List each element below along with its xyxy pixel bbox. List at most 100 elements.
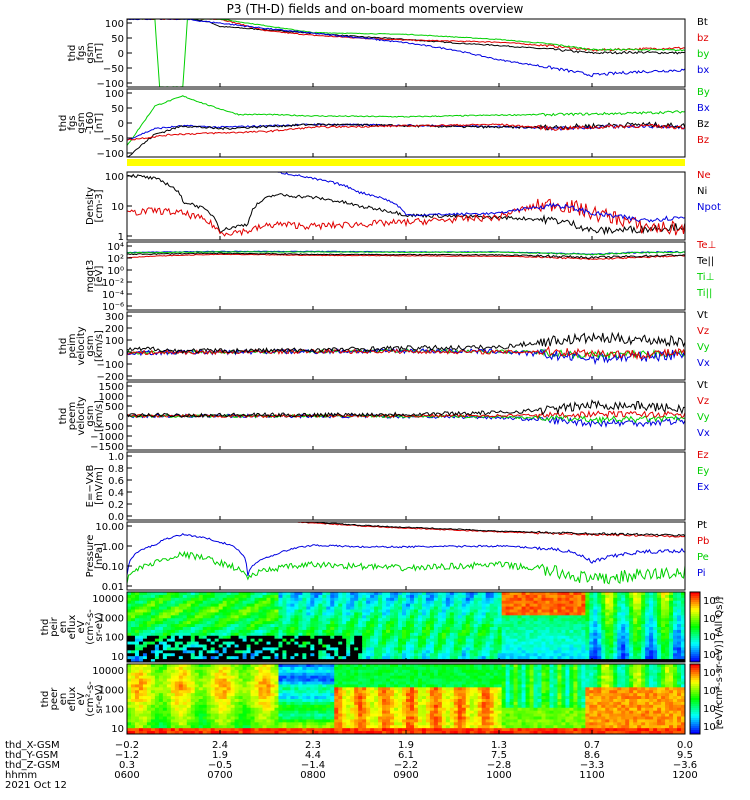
spectrogram-cell [166,713,172,717]
spectrogram-cell [158,594,164,599]
spectrogram-cell [433,632,439,637]
spectrogram-cell [278,606,283,610]
spectrogram-cell [286,707,291,712]
spectrogram-cell [517,600,523,605]
spectrogram-cell [178,621,184,625]
spectrogram-cell [294,621,299,625]
spectrogram-cell [134,684,140,688]
spectrogram-cell [258,641,264,645]
spectrogram-cell [338,675,343,680]
spectrogram-cell [549,624,554,628]
spectrogram-cell [501,624,507,628]
spectrogram-cell [290,653,295,657]
spectrogram-cell [665,656,670,660]
spectrogram-cell [625,656,630,660]
spectrogram-cell [573,606,578,610]
spectrogram-cell [681,594,686,599]
spectrogram-cell [334,684,339,688]
spectrogram-cell [326,719,331,723]
spectrogram-cell [302,681,307,685]
spectrogram-cell [445,621,451,625]
spectrogram-cell [170,603,176,608]
spectrogram-cell [194,704,200,709]
spectrogram-cell [661,632,666,637]
spectrogram-cell [342,731,347,735]
spectrogram-cell [334,664,339,668]
spectrogram-cell [130,678,136,682]
spectrogram-cell [505,638,511,643]
spectrogram-cell [378,597,383,602]
spectrogram-cell [130,675,136,680]
spectrogram-cell [354,669,359,674]
spectrogram-cell [350,659,355,663]
spectrogram-cell [433,650,439,654]
y-tick-label: 1.00 [102,542,124,553]
spectrogram-cell [218,678,224,682]
spectrogram-cell [226,722,232,726]
spectrogram-cell [605,612,610,616]
spectrogram-cell [557,644,562,648]
spectrogram-cell [338,704,343,709]
spectrogram-cell [613,653,618,657]
spectrogram-cell [445,641,451,645]
spectrogram-cell [138,603,144,608]
spectrogram-cell [250,731,256,735]
y-tick-label: 10⁻⁶ [102,302,124,313]
spectrogram-cell [425,594,431,599]
spectrogram-cell [230,594,236,599]
spectrogram-cell [529,597,535,602]
spectrogram-cell [138,690,144,694]
spectrogram-cell [318,693,323,697]
y-tick-label: 10⁰ [107,266,124,277]
spectrogram-cell [234,594,240,599]
spectrogram-cell [346,615,351,619]
spectrogram-cell [298,606,303,610]
spectrogram-cell [154,693,160,697]
spectrogram-cell [665,600,670,605]
spectrogram-cell [421,612,427,616]
spectrogram-cell [413,627,419,631]
spectrogram-cell [154,669,160,674]
spectrogram-cell [218,713,224,717]
spectrogram-cell [134,713,140,717]
spectrogram-cell [270,627,275,631]
spectrogram-cell [445,606,451,610]
spectrogram-cell [334,669,339,674]
spectrogram-cell [633,597,638,602]
spectrogram-cell [525,644,531,648]
spectrogram-cell [190,624,196,628]
spectrogram-cell [162,635,168,640]
spectrogram-cell [182,713,188,717]
spectrogram-cell [130,669,136,674]
spectrogram-cell [138,716,144,720]
spectrogram-cell [374,659,379,663]
spectrogram-cell [186,675,192,680]
spectrogram-cell [162,656,168,660]
spectrogram-cell [465,644,471,648]
spectrogram-cell [158,635,164,640]
spectrogram-cell [413,635,419,640]
spectrogram-cell [549,632,554,637]
spectrogram-cell [278,666,283,671]
spectrogram-cell [649,621,654,625]
spectrogram-cell [453,612,459,616]
spectrogram-cell [326,687,331,691]
spectrogram-cell [621,641,626,645]
spectrogram-cell [286,690,291,694]
spectrogram-cell [525,641,531,645]
spectrogram-cell [605,618,610,622]
spectrogram-cell [127,696,132,700]
spectrogram-cell [485,635,491,640]
spectrogram-cell [234,624,240,628]
spectrogram-cell [194,675,200,680]
spectrogram-cell [346,696,351,700]
spectrogram-cell [294,696,299,700]
spectrogram-cell [166,641,172,645]
spectrogram-cell [398,594,403,599]
spectrogram-cell [437,641,443,645]
spectrogram-cell [302,644,307,648]
spectrogram-cell [302,624,307,628]
spectrogram-cell [182,690,188,694]
spectrogram-cell [429,650,435,654]
